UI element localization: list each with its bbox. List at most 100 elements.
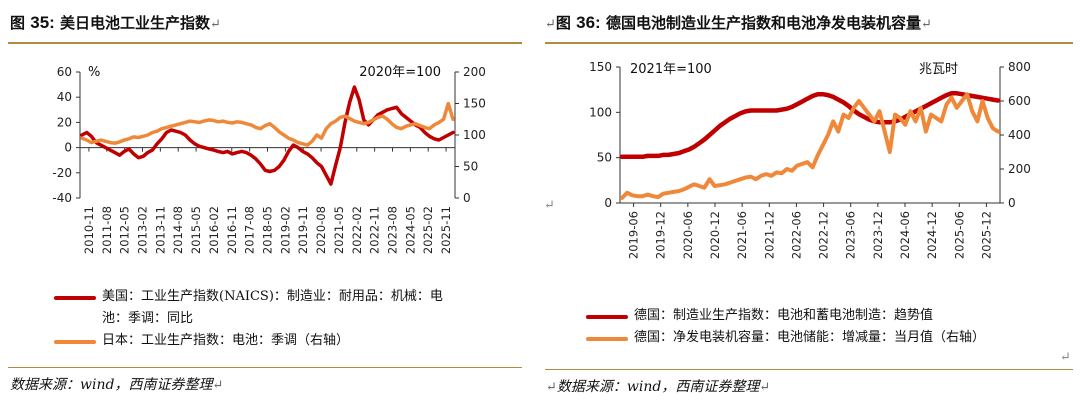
y-left-tick-label: 40 [57, 90, 72, 104]
left-title-prefix: 图 [10, 14, 31, 32]
x-tick-label: 2016-02 [207, 206, 221, 254]
legend-line-red [586, 315, 628, 319]
y-left-tick-label: 60 [57, 65, 72, 79]
right-title-text: 德国电池制造业生产指数和电池净发电装机容量 [600, 14, 921, 32]
return-mark-icon: ↵ [544, 198, 555, 213]
y-left-tick-label: -40 [52, 191, 72, 205]
x-tick-label: 2024-06 [898, 211, 912, 259]
left-legend-item-us: 美国：工业生产指数(NAICS)：制造业：耐用品：机械：电 [54, 286, 504, 308]
y-right-tick-label: 50 [463, 160, 478, 174]
y-right-tick-label: 150 [463, 97, 486, 111]
y-left-tick-label: 0 [604, 196, 612, 210]
x-tick-label: 2011-08 [100, 206, 114, 254]
right-legend-label-capacity: 德国：净发电装机容量：电池储能：增减量：当月值（右轴） [634, 330, 986, 345]
x-tick-label: 2022-12 [817, 211, 831, 259]
x-tick-label: 2023-12 [871, 211, 885, 259]
left-bottom-rule [8, 367, 522, 368]
left-source: 数据来源：wind，西南证券整理↵ [10, 374, 223, 394]
left-title-number: 35: [30, 13, 55, 32]
right-source-text: 数据来源：wind，西南证券整理 [556, 379, 760, 395]
left-title-rule [8, 42, 522, 44]
series-line-1 [619, 91, 1001, 160]
left-legend-item-us-cont: 池：季调：同比 [54, 308, 504, 330]
left-chart: -40 -20 0 20 40 60 0 50 100 150 200 2010-11 2011-08 2… [52, 65, 486, 254]
x-tick-label: 2019-12 [654, 211, 668, 259]
x-tick-label: 2021-12 [762, 211, 776, 259]
x-tick-label: 2018-05 [261, 206, 275, 254]
y-right-tick-label: 200 [463, 65, 486, 79]
left-base-note: 2020年=100 [359, 65, 441, 80]
return-mark-icon: ↵ [920, 17, 932, 32]
x-tick-label: 2019-02 [278, 206, 292, 254]
left-legend-label-us-2: 池：季调：同比 [102, 311, 194, 326]
y-right-tick-label: 400 [1008, 128, 1031, 142]
x-tick-label: 2024-12 [925, 211, 939, 259]
x-tick-label: 2016-11 [225, 206, 239, 254]
right-title-prefix: 图 [555, 14, 577, 32]
return-mark-icon: ↵ [210, 17, 221, 32]
left-legend-item-jp: 日本：工业生产指数：电池：季调（右轴） [54, 330, 504, 352]
return-mark-icon: ↵ [1060, 350, 1071, 365]
return-mark-icon: ↵ [212, 378, 224, 393]
series-line-2 [80, 101, 455, 147]
x-tick-label: 2019-11 [296, 206, 310, 254]
x-tick-label: 2019-06 [627, 211, 641, 259]
y-left-tick-label: 20 [57, 115, 72, 129]
legend-line-red [54, 296, 96, 300]
left-title-text: 美日电池工业生产指数 [54, 14, 211, 32]
y-right-tick-label: 800 [1008, 60, 1031, 74]
x-tick-label: 2022-06 [789, 211, 803, 259]
right-title-rule [545, 42, 1073, 44]
y-right-tick-label: 0 [1008, 196, 1016, 210]
x-tick-label: 2024-05 [403, 206, 417, 254]
x-tick-label: 2025-02 [421, 206, 435, 254]
x-tick-label: 2020-06 [681, 211, 695, 259]
x-tick-label: 2025-12 [979, 211, 993, 259]
right-legend-item-capacity: 德国：净发电装机容量：电池储能：增减量：当月值（右轴） [586, 327, 1066, 349]
right-chart: 0 50 100 150 0 200 400 600 800 2019-06 2019-12 2020… [589, 60, 1031, 259]
legend-line-orange [586, 337, 628, 341]
legend-line-orange [54, 340, 96, 344]
y-left-tick-label: 0 [64, 141, 72, 155]
series-line-2 [620, 92, 1000, 200]
x-tick-label: 2017-08 [243, 206, 257, 254]
return-mark-icon: ↵ [759, 380, 771, 395]
x-tick-label: 2020-08 [314, 206, 328, 254]
right-legend: 德国：制造业生产指数：电池和蓄电池制造：趋势值 德国：净发电装机容量：电池储能：… [586, 305, 1066, 349]
right-title-number: 36: [576, 13, 601, 32]
right-legend-item-trend: 德国：制造业生产指数：电池和蓄电池制造：趋势值 [586, 305, 1066, 327]
right-legend-label-trend: 德国：制造业生产指数：电池和蓄电池制造：趋势值 [634, 308, 934, 323]
x-tick-label: 2010-11 [82, 206, 96, 254]
left-legend-label-us-1: 美国：工业生产指数(NAICS)：制造业：耐用品：机械：电 [102, 289, 443, 304]
x-tick-label: 2020-12 [708, 211, 722, 259]
x-tick-label: 2021-05 [332, 206, 346, 254]
left-legend-label-jp: 日本：工业生产指数：电池：季调（右轴） [102, 333, 350, 348]
return-mark-icon: ↵ [546, 380, 557, 395]
x-tick-label: 2012-05 [118, 206, 132, 254]
left-legend: 美国：工业生产指数(NAICS)：制造业：耐用品：机械：电 池：季调：同比 日本… [54, 286, 504, 352]
x-tick-label: 2022-02 [350, 206, 364, 254]
y-left-tick-label: 100 [589, 105, 612, 119]
right-bottom-rule [545, 369, 1073, 370]
right-panel-title: ↵图 36: 德国电池制造业生产指数和电池净发电装机容量↵ [545, 12, 932, 33]
return-mark-icon: ↵ [545, 17, 556, 32]
right-unit-note: 兆瓦时 [919, 62, 958, 77]
y-right-tick-label: 600 [1008, 94, 1031, 108]
x-tick-label: 2023-06 [844, 211, 858, 259]
x-tick-label: 2014-08 [171, 206, 185, 254]
x-tick-label: 2013-02 [136, 206, 150, 254]
x-tick-label: 2025-06 [952, 211, 966, 259]
y-right-tick-label: 200 [1008, 162, 1031, 176]
y-right-tick-label: 0 [463, 191, 471, 205]
y-left-tick-label: -20 [52, 166, 72, 180]
x-tick-label: 2023-08 [386, 206, 400, 254]
y-left-tick-label: 50 [597, 151, 612, 165]
x-tick-label: 2013-11 [153, 206, 167, 254]
y-right-tick-label: 100 [463, 128, 486, 142]
right-base-note: 2021年=100 [630, 62, 712, 77]
left-panel-title: 图 35: 美日电池工业生产指数↵ [10, 12, 221, 33]
left-source-text: 数据来源：wind，西南证券整理 [10, 377, 213, 393]
y-left-tick-label: 150 [589, 60, 612, 74]
x-tick-label: 2015-05 [189, 206, 203, 254]
x-tick-label: 2021-06 [735, 211, 749, 259]
